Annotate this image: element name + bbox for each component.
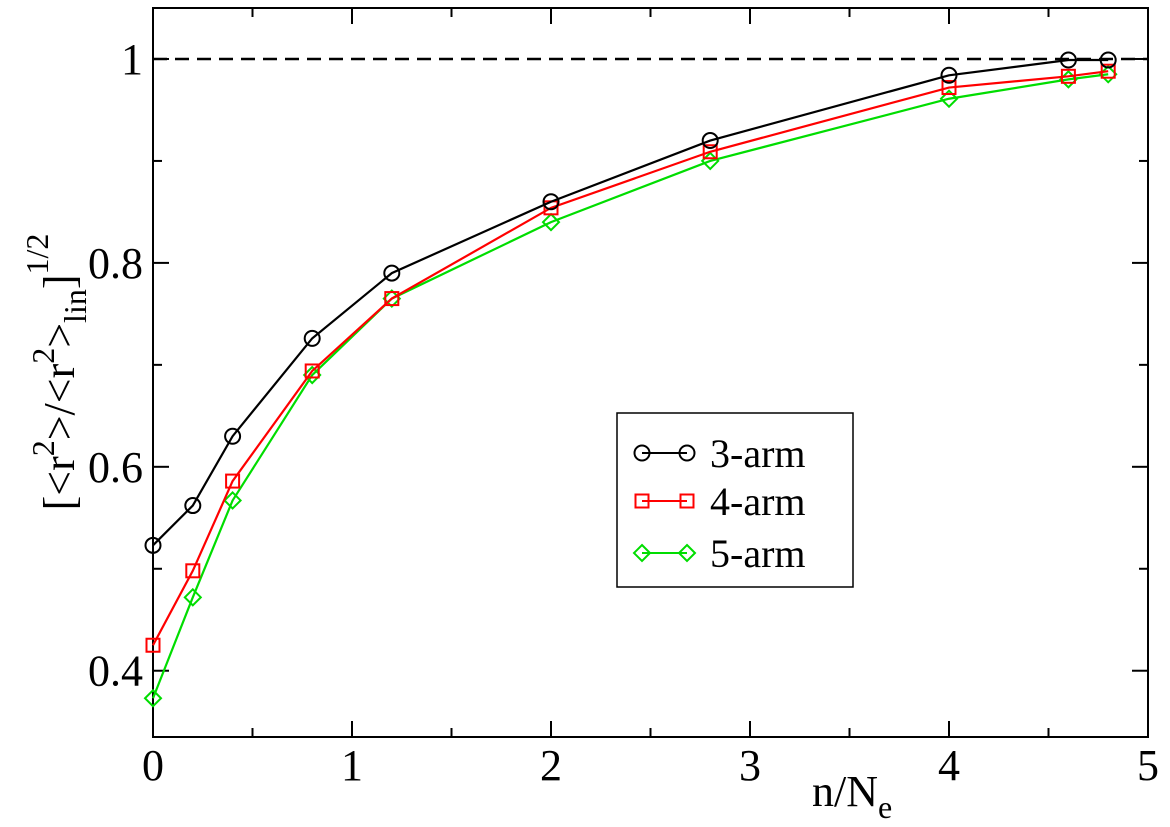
data-point-4-arm <box>185 563 201 579</box>
series-line-5-arm <box>151 73 1109 699</box>
data-point-3-arm <box>1059 51 1077 69</box>
data-point-5-arm <box>143 688 163 708</box>
data-point-4-arm <box>304 363 320 379</box>
data-point-5-arm <box>302 365 322 385</box>
plot-frame <box>152 7 1149 738</box>
data-point-5-arm <box>541 212 561 232</box>
xlabel-sub: e <box>878 789 892 825</box>
data-point-4-arm <box>941 80 957 96</box>
legend-marker <box>679 493 695 509</box>
data-point-3-arm <box>144 536 162 554</box>
y-tick-label: 0.8 <box>88 239 143 288</box>
series-5-arm <box>143 64 1118 708</box>
ylabel-open: [<r <box>35 456 84 510</box>
data-point-5-arm <box>183 587 203 607</box>
x-tick-label: 0 <box>142 741 164 790</box>
legend-label: 3-arm <box>710 431 806 476</box>
data-point-4-arm <box>384 291 400 307</box>
series-4-arm <box>145 63 1116 653</box>
y-tick-label: 1 <box>121 35 143 84</box>
ylabel-close: > <box>35 323 84 348</box>
legend-marker <box>632 543 652 563</box>
x-tick-label: 5 <box>1137 741 1159 790</box>
data-point-4-arm <box>1100 63 1116 79</box>
data-point-3-arm <box>701 132 719 150</box>
data-point-3-arm <box>184 497 202 515</box>
series-layer <box>143 51 1118 708</box>
legend-item-3-arm: 3-arm <box>633 431 806 476</box>
data-point-3-arm <box>383 264 401 282</box>
data-point-5-arm <box>223 491 243 510</box>
svg-text:[<r2>/<r2>lin]1/2: [<r2>/<r2>lin]1/2 <box>19 234 93 511</box>
y-axis-label: [<r2>/<r2>lin]1/2 <box>19 234 93 511</box>
ylabel-sup1: 2 <box>25 440 61 456</box>
data-point-4-arm <box>1060 68 1076 84</box>
ylabel-sup2: 2 <box>25 348 61 364</box>
y-tick-label: 0.6 <box>88 443 143 492</box>
data-point-3-arm <box>542 193 560 211</box>
legend-marker <box>677 543 697 563</box>
x-axis-label: n/Ne <box>812 767 892 825</box>
y-tick-label: 0.4 <box>88 647 143 696</box>
ylabel-mid: >/<r <box>35 363 84 440</box>
legend-item-4-arm: 4-arm <box>634 479 806 524</box>
x-tick-label: 1 <box>341 741 363 790</box>
data-point-3-arm <box>224 427 242 445</box>
xlabel-main: n/N <box>812 767 878 816</box>
ylabel-sub: lin <box>57 289 93 323</box>
ylabel-power: 1/2 <box>19 234 55 275</box>
legend-item-5-arm: 5-arm <box>632 531 806 576</box>
data-point-3-arm <box>940 66 958 84</box>
x-tick-label: 2 <box>540 741 562 790</box>
data-point-4-arm <box>225 473 241 489</box>
legend-marker <box>678 444 696 462</box>
data-point-3-arm <box>1099 51 1117 69</box>
series-line-4-arm <box>152 70 1109 646</box>
data-point-4-arm <box>145 637 161 653</box>
data-point-4-arm <box>702 144 718 160</box>
data-point-3-arm <box>303 329 321 347</box>
ylabel-bracket: ] <box>35 274 84 289</box>
series-line-3-arm <box>152 58 1109 547</box>
legend-marker <box>633 444 651 462</box>
legend-label: 5-arm <box>710 531 806 576</box>
legend-marker <box>634 493 650 509</box>
data-point-5-arm <box>939 89 959 109</box>
axis-ticks: 0 1 2 3 4 5 0.4 0.6 0.8 1 <box>88 8 1159 790</box>
x-tick-label: 3 <box>739 741 761 790</box>
legend-label: 4-arm <box>710 479 806 524</box>
series-3-arm <box>144 51 1117 554</box>
x-tick-label: 4 <box>938 741 960 790</box>
